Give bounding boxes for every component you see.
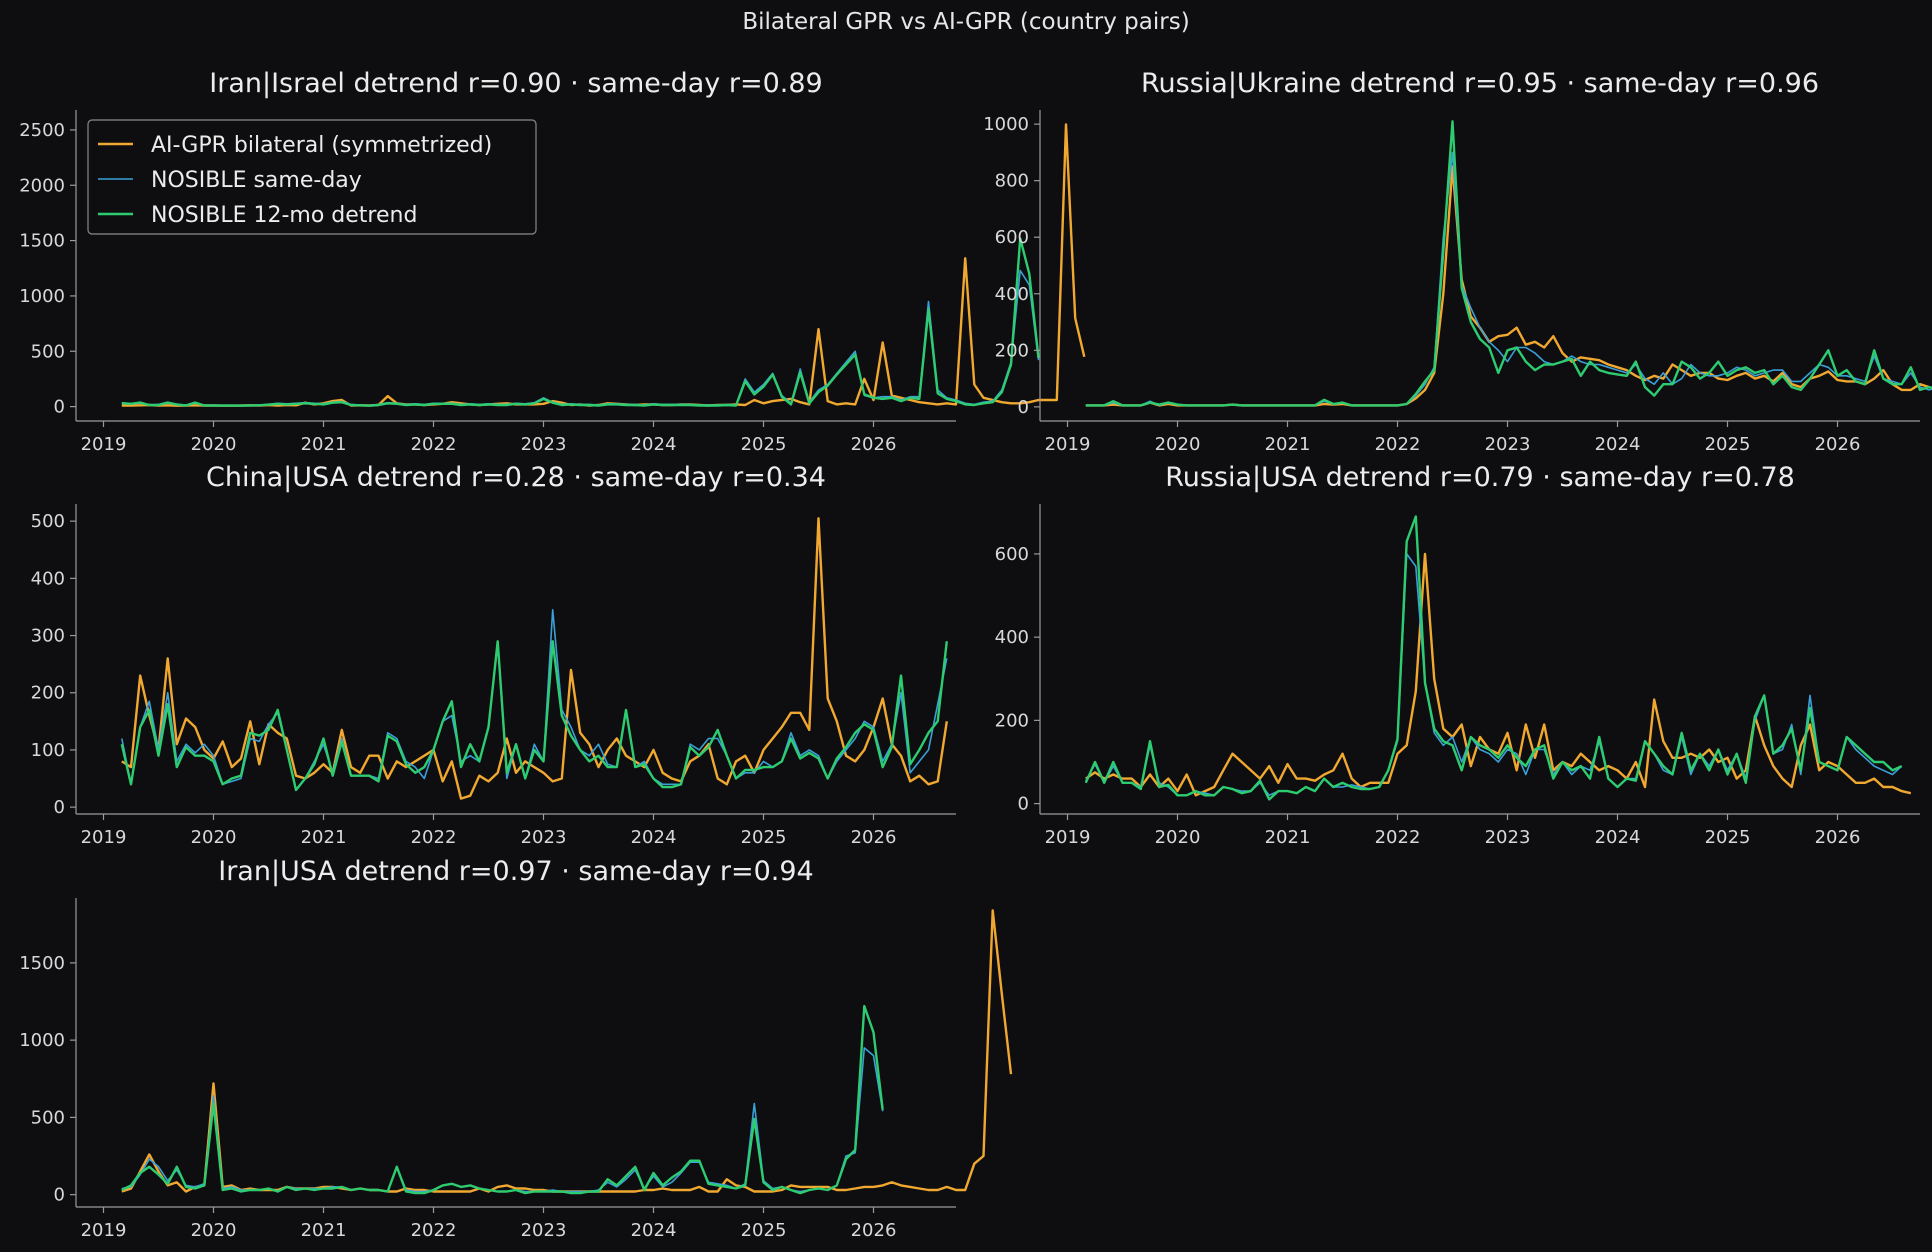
y-tick-label: 1000 bbox=[19, 1030, 65, 1051]
x-tick-label: 2023 bbox=[521, 827, 567, 848]
y-tick-label: 400 bbox=[995, 284, 1029, 305]
x-tick-label: 2021 bbox=[301, 827, 347, 848]
y-tick-label: 1000 bbox=[19, 286, 65, 307]
x-tick-label: 2023 bbox=[521, 434, 567, 455]
series-line-ai bbox=[1085, 552, 1912, 797]
x-tick-label: 2024 bbox=[1595, 827, 1641, 848]
x-tick-label: 2020 bbox=[191, 827, 237, 848]
series-line-detrend bbox=[1085, 120, 1932, 407]
x-tick-label: 2026 bbox=[1815, 434, 1861, 455]
panel-title: Iran|Israel detrend r=0.90 · same-day r=… bbox=[209, 68, 822, 99]
x-tick-label: 2025 bbox=[1705, 434, 1751, 455]
x-tick-label: 2020 bbox=[1155, 434, 1201, 455]
x-tick-label: 2024 bbox=[1595, 434, 1641, 455]
series-line-detrend bbox=[121, 237, 1040, 407]
x-tick-label: 2023 bbox=[1485, 827, 1531, 848]
legend-label: NOSIBLE 12-mo detrend bbox=[151, 203, 417, 228]
x-tick-label: 2023 bbox=[521, 1220, 567, 1241]
x-tick-label: 2024 bbox=[631, 1220, 677, 1241]
x-tick-label: 2022 bbox=[411, 434, 457, 455]
series-line-same bbox=[1085, 553, 1903, 797]
x-tick-label: 2023 bbox=[1485, 434, 1531, 455]
chart-panel-2: Russia|Ukraine detrend r=0.95 · same-day… bbox=[983, 68, 1932, 455]
y-tick-label: 0 bbox=[54, 797, 65, 818]
series-line-same bbox=[121, 1047, 884, 1193]
panel-title: Iran|USA detrend r=0.97 · same-day r=0.9… bbox=[218, 856, 814, 887]
y-tick-label: 500 bbox=[31, 1107, 65, 1128]
y-tick-label: 1000 bbox=[983, 114, 1029, 135]
series-line-same bbox=[1085, 151, 1932, 407]
y-tick-label: 0 bbox=[54, 397, 65, 418]
x-tick-label: 2020 bbox=[191, 434, 237, 455]
y-tick-label: 600 bbox=[995, 544, 1029, 565]
y-tick-label: 1500 bbox=[19, 231, 65, 252]
series-line-detrend bbox=[120, 640, 948, 792]
series-line-same bbox=[121, 269, 1040, 407]
legend-box bbox=[87, 119, 537, 235]
x-tick-label: 2019 bbox=[81, 827, 127, 848]
y-tick-label: 100 bbox=[31, 740, 65, 761]
y-tick-label: 200 bbox=[995, 340, 1029, 361]
y-tick-label: 500 bbox=[31, 341, 65, 362]
y-tick-label: 2000 bbox=[19, 175, 65, 196]
x-tick-label: 2020 bbox=[191, 1220, 237, 1241]
y-tick-label: 0 bbox=[54, 1185, 65, 1206]
panel-title: Russia|USA detrend r=0.79 · same-day r=0… bbox=[1165, 462, 1795, 493]
y-tick-label: 2500 bbox=[19, 120, 65, 141]
x-tick-label: 2021 bbox=[301, 434, 347, 455]
x-tick-label: 2022 bbox=[411, 1220, 457, 1241]
x-tick-label: 2026 bbox=[851, 827, 897, 848]
chart-panel-3: China|USA detrend r=0.28 · same-day r=0.… bbox=[31, 462, 956, 848]
x-tick-label: 2024 bbox=[631, 434, 677, 455]
chart-legend: AI-GPR bilateral (symmetrized) NOSIBLE sa… bbox=[87, 119, 537, 235]
y-tick-label: 400 bbox=[995, 627, 1029, 648]
series-line-detrend bbox=[1084, 515, 1903, 801]
series-line-detrend bbox=[121, 1004, 884, 1195]
series-line-ai bbox=[1085, 165, 1932, 407]
chart-panel-4: Russia|USA detrend r=0.79 · same-day r=0… bbox=[995, 462, 1920, 848]
x-tick-label: 2019 bbox=[81, 1220, 127, 1241]
x-tick-label: 2026 bbox=[851, 434, 897, 455]
x-tick-label: 2021 bbox=[1265, 434, 1311, 455]
y-tick-label: 0 bbox=[1018, 397, 1029, 418]
x-tick-label: 2026 bbox=[1815, 827, 1861, 848]
y-tick-label: 300 bbox=[31, 626, 65, 647]
chart-panel-1: Iran|Israel detrend r=0.90 · same-day r=… bbox=[19, 68, 1086, 455]
x-tick-label: 2024 bbox=[631, 827, 677, 848]
series-line-same bbox=[121, 608, 948, 791]
series-line-ai bbox=[121, 909, 1013, 1193]
x-tick-label: 2025 bbox=[741, 434, 787, 455]
x-tick-label: 2025 bbox=[741, 1220, 787, 1241]
x-tick-label: 2021 bbox=[1265, 827, 1311, 848]
figure-title: Bilateral GPR vs AI-GPR (country pairs) bbox=[742, 9, 1190, 35]
legend-label: AI-GPR bilateral (symmetrized) bbox=[151, 133, 492, 158]
panel-title: Russia|Ukraine detrend r=0.95 · same-day… bbox=[1141, 68, 1819, 99]
x-tick-label: 2026 bbox=[851, 1220, 897, 1241]
y-tick-label: 800 bbox=[995, 171, 1029, 192]
y-tick-label: 600 bbox=[995, 227, 1029, 248]
x-tick-label: 2022 bbox=[1375, 434, 1421, 455]
x-tick-label: 2025 bbox=[1705, 827, 1751, 848]
y-tick-label: 1500 bbox=[19, 953, 65, 974]
y-tick-label: 0 bbox=[1018, 794, 1029, 815]
x-tick-label: 2019 bbox=[81, 434, 127, 455]
series-line-ai bbox=[121, 517, 948, 800]
x-tick-label: 2025 bbox=[741, 827, 787, 848]
x-tick-label: 2019 bbox=[1045, 434, 1091, 455]
y-tick-label: 200 bbox=[31, 683, 65, 704]
y-tick-label: 400 bbox=[31, 568, 65, 589]
legend-label: NOSIBLE same-day bbox=[151, 168, 362, 193]
x-tick-label: 2019 bbox=[1045, 827, 1091, 848]
x-tick-label: 2022 bbox=[1375, 827, 1421, 848]
panel-title: China|USA detrend r=0.28 · same-day r=0.… bbox=[206, 462, 826, 493]
y-tick-label: 200 bbox=[995, 710, 1029, 731]
x-tick-label: 2021 bbox=[301, 1220, 347, 1241]
chart-panel-5: Iran|USA detrend r=0.97 · same-day r=0.9… bbox=[19, 856, 1013, 1241]
x-tick-label: 2020 bbox=[1155, 827, 1201, 848]
x-tick-label: 2022 bbox=[411, 827, 457, 848]
y-tick-label: 500 bbox=[31, 511, 65, 532]
